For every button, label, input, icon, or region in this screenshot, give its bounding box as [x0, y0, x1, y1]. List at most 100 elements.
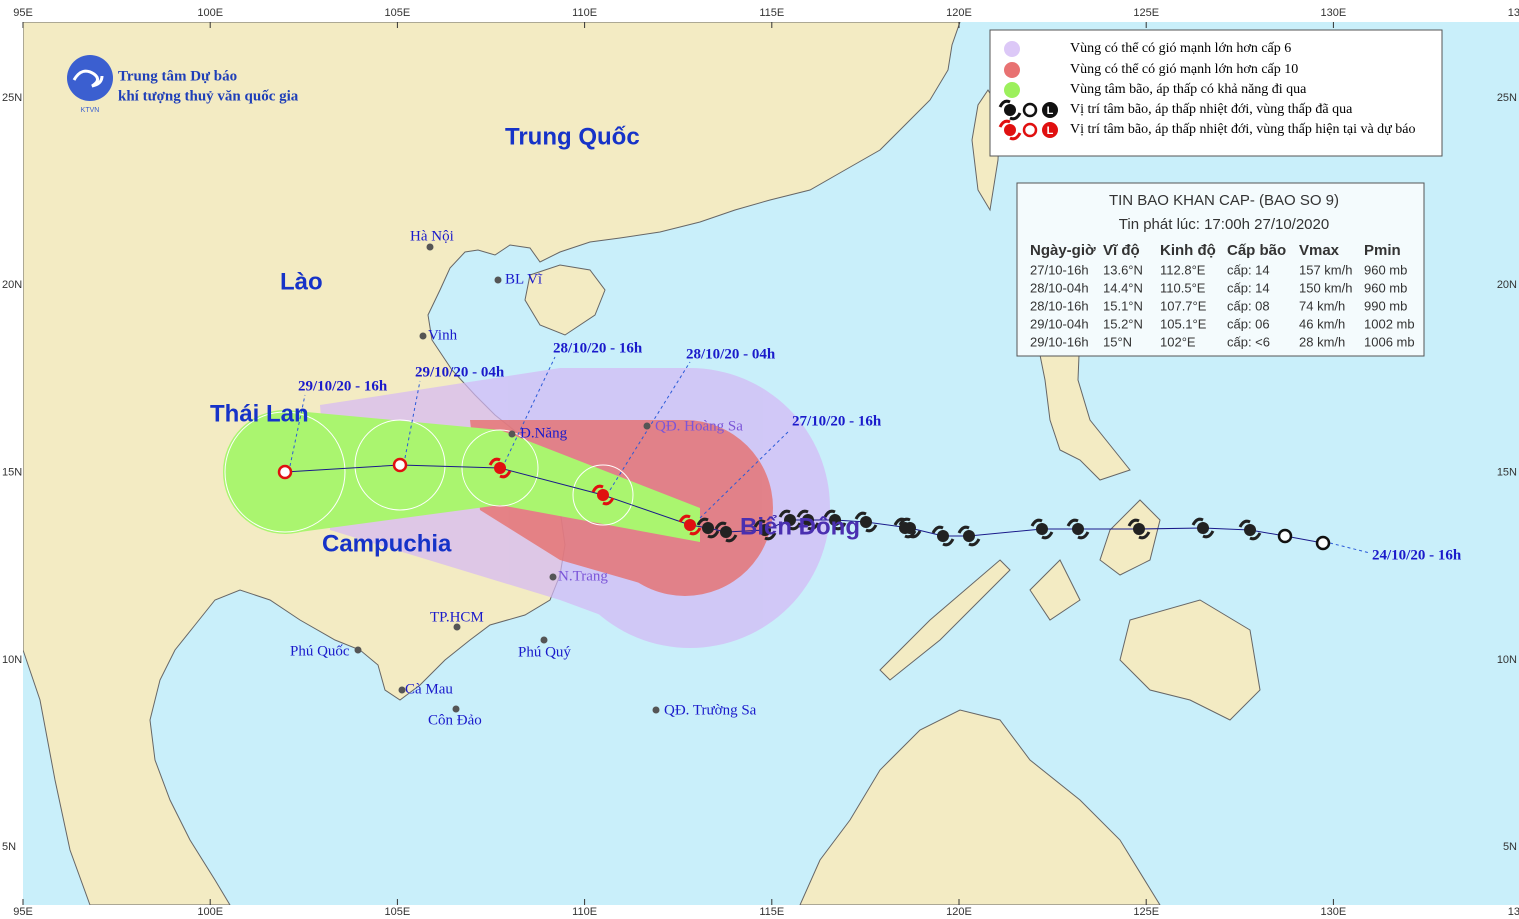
- place-label: TP.HCM: [430, 609, 484, 625]
- logo: [67, 55, 113, 101]
- lat-label: 10N: [1497, 654, 1517, 666]
- lat-label: 5N: [2, 841, 16, 853]
- country-label: Lào: [280, 268, 323, 295]
- storm-arm: [778, 509, 802, 531]
- lon-label: 115E: [759, 7, 784, 19]
- table-cell: 110.5°E: [1160, 280, 1206, 295]
- legend-item: Vùng tâm bão, áp thấp có khả năng đi qua: [1070, 82, 1307, 97]
- time-label: 24/10/20 - 16h: [1372, 547, 1462, 563]
- storm-symbol: [784, 514, 796, 526]
- lon-label: 105E: [385, 7, 411, 19]
- low-l-letter: L: [1047, 105, 1054, 117]
- lat-label: 20N: [2, 279, 22, 291]
- table-cell: 28/10-16h: [1030, 298, 1089, 313]
- time-label: 29/10/20 - 16h: [298, 378, 388, 394]
- table-cell: cấp: 06: [1227, 316, 1270, 331]
- place-label: Đ.Năng: [520, 425, 568, 441]
- low-symbol: [1315, 535, 1331, 551]
- lon-label: 110E: [572, 7, 597, 19]
- lat-label: 25N: [1497, 92, 1517, 104]
- low-symbol: [392, 457, 408, 473]
- lon-label: 130E: [1321, 7, 1347, 19]
- table-cell: 15.1°N: [1103, 298, 1143, 313]
- lon-label: 115E: [759, 906, 784, 918]
- low-symbol: [277, 464, 293, 480]
- storm-arm: [998, 119, 1022, 141]
- storm-arm: [893, 517, 917, 539]
- table-cell: 157 km/h: [1299, 262, 1352, 277]
- place-label: N.Trang: [558, 568, 608, 584]
- table-cell: 107.7°E: [1160, 298, 1207, 313]
- time-label: 28/10/20 - 16h: [553, 340, 643, 356]
- storm-symbol: [597, 489, 609, 501]
- place-label: BL Vĩ: [505, 271, 543, 287]
- axes: 95E 95E 100E 100E 105E 105E 110E 110E 115E 115E 12…: [2, 7, 1519, 918]
- lat-label: 15N: [2, 467, 22, 479]
- panay: [1029, 559, 1081, 621]
- low-symbol: [1022, 122, 1038, 138]
- country-label: Trung Quốc: [505, 123, 640, 150]
- table-cell: 28 km/h: [1299, 334, 1345, 349]
- lat-label: 10N: [2, 654, 22, 666]
- storm-arm: [1191, 517, 1215, 539]
- lon-label: 110E: [572, 906, 597, 918]
- legend-swatch: [1004, 62, 1020, 78]
- bulletin-issued: Tin phát lúc: 17:00h 27/10/2020: [1119, 216, 1329, 233]
- leader-lines: [289, 356, 1371, 554]
- lon-label: 100E: [197, 7, 223, 19]
- table-cell: 14.4°N: [1103, 280, 1143, 295]
- low-l-symbol: [1042, 122, 1058, 138]
- column-header: Ngày-giờ: [1030, 242, 1096, 259]
- storm-symbol: [1004, 104, 1016, 116]
- place-label: Hà Nội: [410, 228, 454, 244]
- storm-symbol: [494, 462, 506, 474]
- storm-arm: [591, 484, 615, 506]
- place-dot: [398, 686, 406, 694]
- table-cell: 15°N: [1103, 334, 1132, 349]
- bulletin-title: TIN BAO KHAN CAP- (BAO SO 9): [1109, 192, 1339, 209]
- table-cell: 990 mb: [1364, 298, 1407, 313]
- lon-label: 100E: [197, 906, 223, 918]
- lon-label: 120E: [946, 906, 972, 918]
- palawan: [879, 559, 1011, 681]
- storm-arm: [1030, 518, 1054, 540]
- place-dot: [354, 646, 362, 654]
- time-label: 28/10/20 - 04h: [686, 346, 776, 362]
- hainan: [524, 264, 606, 336]
- storm-symbol: [802, 514, 814, 526]
- storm-symbol: [860, 516, 872, 528]
- storm-arm: [1127, 518, 1151, 540]
- lat-label: 25N: [2, 92, 22, 104]
- place-dot: [643, 422, 651, 430]
- lon-label: 130E: [1321, 906, 1347, 918]
- storm-arm: [998, 99, 1022, 121]
- track-line: [284, 464, 1324, 544]
- bulletin-table: Ngày-giờ Vĩ độ Kinh độ Cấp bão Vmax Pmin 27/10…: [1030, 242, 1415, 349]
- table-cell: 150 km/h: [1299, 280, 1352, 295]
- legend-item: Vùng có thể có gió mạnh lớn hơn cấp 10: [1070, 62, 1298, 77]
- low-l-letter: L: [1047, 125, 1054, 137]
- table-cell: 960 mb: [1364, 280, 1407, 295]
- samar: [1099, 499, 1161, 576]
- table-cell: 29/10-04h: [1030, 316, 1089, 331]
- storm-symbol: [759, 524, 771, 536]
- low-l-symbol: [1042, 102, 1058, 118]
- place-dot: [540, 636, 548, 644]
- storm-arm: [854, 511, 878, 533]
- country-label: Thái Lan: [210, 400, 309, 427]
- table-cell: 27/10-16h: [1030, 262, 1089, 277]
- agency: KTVN Trung tâm Dự báo khí tượng thuỷ văn…: [67, 55, 299, 114]
- table-cell: cấp: 08: [1227, 298, 1270, 313]
- table-cell: 29/10-16h: [1030, 334, 1089, 349]
- column-header: Pmin: [1364, 242, 1401, 259]
- storm-symbol: [937, 530, 949, 542]
- low-symbol: [1022, 102, 1038, 118]
- storm-symbol: [1244, 524, 1256, 536]
- uncertainty-circles: [224, 411, 634, 533]
- lon-label: 120E: [946, 7, 972, 19]
- column-header: Vmax: [1299, 242, 1340, 259]
- table-cell: 112.8°E: [1160, 262, 1206, 277]
- table-cell: 28/10-04h: [1030, 280, 1089, 295]
- table-cell: cấp: 14: [1227, 262, 1270, 277]
